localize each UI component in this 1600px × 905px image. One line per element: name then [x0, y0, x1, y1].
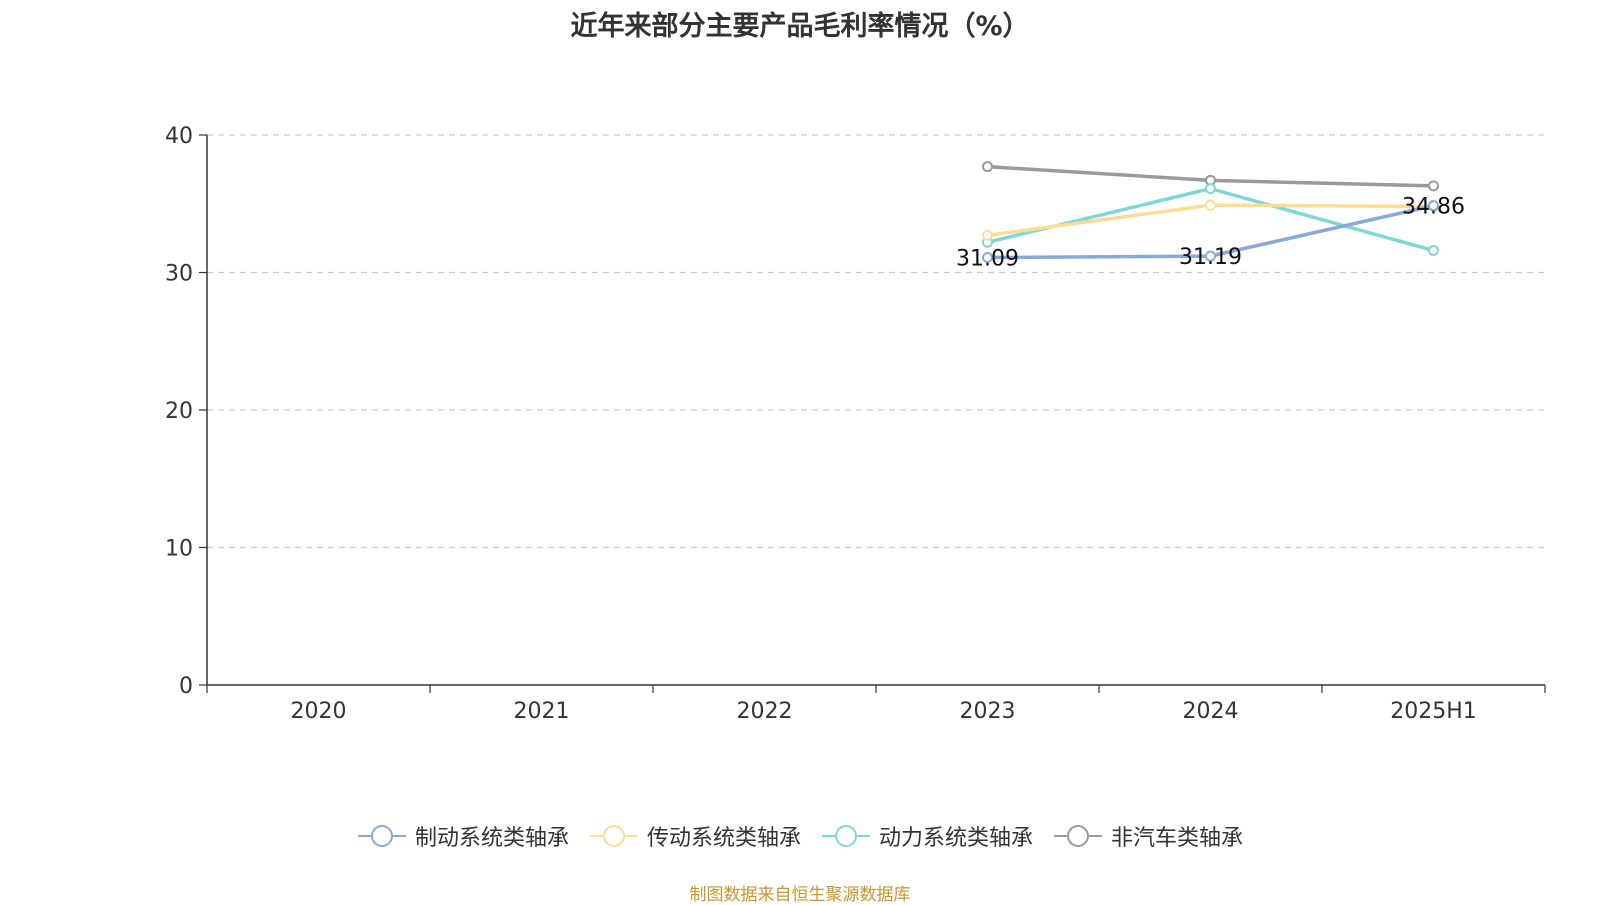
data-point: [1205, 183, 1216, 195]
legend-marker-icon: [589, 825, 638, 847]
legend-label: 传动系统类轴承: [646, 826, 801, 851]
legend-item[interactable]: 制动系统类轴承: [357, 820, 569, 852]
legend: 制动系统类轴承 传动系统类轴承 动力系统类轴承 非汽车类轴承: [0, 820, 1600, 852]
y-tick-label: 30: [165, 262, 193, 287]
legend-item[interactable]: 动力系统类轴承: [821, 820, 1033, 852]
y-tick-label: 40: [165, 124, 193, 149]
data-label: 31.09: [956, 247, 1019, 272]
data-point: [1428, 180, 1439, 192]
data-point: [1205, 250, 1216, 262]
data-point: [982, 252, 993, 264]
legend-marker-icon: [357, 825, 406, 847]
legend-label: 动力系统类轴承: [879, 826, 1034, 851]
data-point: [982, 229, 993, 241]
legend-label: 制动系统类轴承: [414, 826, 569, 851]
legend-item[interactable]: 非汽车类轴承: [1053, 820, 1243, 852]
data-label: 34.86: [1402, 195, 1465, 220]
data-point: [1428, 200, 1439, 212]
legend-item[interactable]: 传动系统类轴承: [589, 820, 801, 852]
x-tick-label: 2022: [737, 699, 793, 724]
y-tick-label: 10: [165, 537, 193, 562]
x-tick-label: 2021: [514, 699, 570, 724]
y-tick-label: 20: [165, 399, 193, 424]
source-note: 制图数据来自恒生聚源数据库: [689, 885, 911, 905]
line-chart: 0 10 20 30 40 2020 2021 2022 2023 2024 2025H1 31.09…: [165, 124, 1546, 724]
y-tick-label: 0: [179, 674, 193, 699]
data-point: [982, 161, 993, 173]
x-tick-label: 2023: [960, 699, 1016, 724]
data-label: 31.19: [1179, 245, 1242, 270]
chart-title: 近年来部分主要产品毛利率情况（%）: [570, 11, 1030, 42]
legend-marker-icon: [822, 825, 870, 847]
legend-marker-icon: [1054, 825, 1103, 847]
data-point: [1205, 199, 1216, 211]
legend-label: 非汽车类轴承: [1111, 826, 1244, 851]
data-point: [1428, 245, 1439, 256]
x-tick-label: 2024: [1183, 699, 1239, 724]
x-tick-label: 2020: [291, 699, 347, 724]
x-tick-label: 2025H1: [1390, 699, 1477, 724]
